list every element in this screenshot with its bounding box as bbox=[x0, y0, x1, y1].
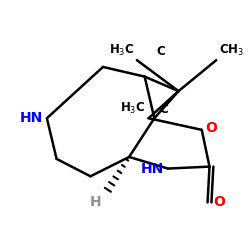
Text: H: H bbox=[90, 195, 101, 209]
Text: H$_3$C: H$_3$C bbox=[108, 43, 134, 58]
Text: H$_3$C: H$_3$C bbox=[120, 101, 146, 116]
Text: HN: HN bbox=[141, 162, 164, 175]
Text: O: O bbox=[213, 196, 225, 209]
Text: O: O bbox=[206, 121, 218, 135]
Text: C: C bbox=[157, 45, 166, 58]
Text: C: C bbox=[160, 103, 168, 116]
Text: HN: HN bbox=[20, 111, 43, 125]
Text: CH$_3$: CH$_3$ bbox=[219, 43, 244, 58]
